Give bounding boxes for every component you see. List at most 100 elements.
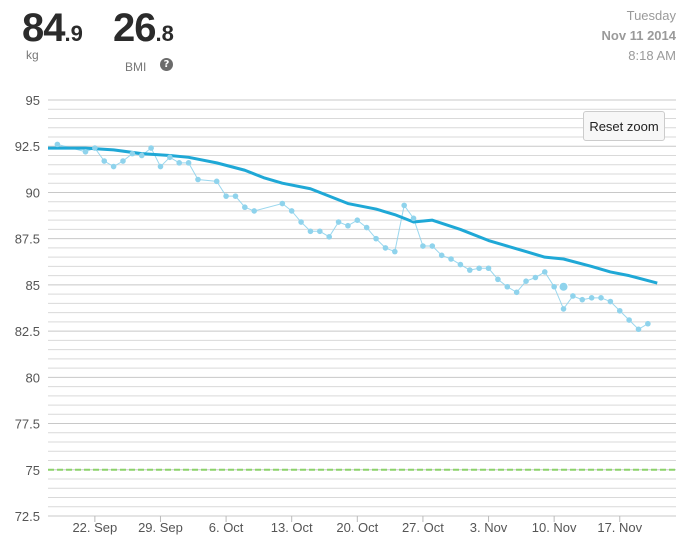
x-tick-label: 22. Sep	[72, 520, 117, 535]
measurement-point[interactable]	[579, 296, 586, 303]
measurement-point[interactable]	[279, 200, 286, 207]
weight-unit: kg	[26, 48, 39, 62]
measurement-point[interactable]	[607, 298, 614, 305]
measurement-point[interactable]	[588, 295, 595, 301]
measurement-point[interactable]	[335, 219, 342, 225]
y-tick-label: 95	[26, 93, 40, 108]
measurement-point[interactable]	[551, 283, 557, 290]
measurement-point[interactable]	[167, 154, 173, 161]
measurement-point[interactable]	[251, 208, 258, 214]
selected-time: 8:18 AM	[628, 48, 676, 63]
measurement-point[interactable]	[457, 261, 464, 268]
y-tick-label: 87.5	[15, 232, 40, 247]
measurement-point[interactable]	[560, 306, 567, 312]
measurement-point[interactable]	[570, 293, 576, 299]
x-tick-label: 3. Nov	[470, 520, 508, 535]
x-axis: 22. Sep 29. Sep 6. Oct 13. Oct 20. Oct 27. Oc…	[72, 516, 643, 535]
weight-decimal: .9	[64, 21, 83, 46]
selected-date-block: Tuesday Nov 11 2014 8:18 AM	[602, 6, 676, 66]
measurement-point[interactable]	[485, 265, 492, 272]
measurement-point[interactable]	[298, 219, 304, 225]
measurement-point[interactable]	[326, 234, 332, 240]
selected-measurement-point[interactable]	[558, 281, 569, 292]
measurement-point[interactable]	[410, 215, 417, 222]
measurement-point[interactable]	[195, 176, 201, 183]
x-tick-label: 17. Nov	[597, 520, 642, 535]
y-tick-label: 77.5	[15, 417, 40, 432]
measurement-point[interactable]	[523, 278, 529, 284]
measurement-point[interactable]	[635, 326, 642, 333]
measurement-point[interactable]	[223, 193, 229, 199]
weight-integer: 84	[22, 6, 65, 50]
measurement-point[interactable]	[176, 160, 183, 166]
measurement-point[interactable]	[448, 256, 454, 262]
bmi-decimal: .8	[155, 21, 174, 46]
bmi-label: BMI	[125, 60, 147, 74]
x-tick-label: 29. Sep	[138, 520, 183, 535]
bmi-integer: 26	[113, 6, 156, 50]
measurement-point[interactable]	[382, 245, 389, 251]
measurement-point[interactable]	[232, 193, 239, 199]
measurement-line-layer	[57, 143, 649, 330]
selected-day: Tuesday	[626, 8, 676, 23]
measurement-point[interactable]	[185, 160, 192, 166]
trend-layer	[48, 146, 658, 285]
measurement-point[interactable]	[504, 283, 511, 290]
y-tick-label: 92.5	[15, 139, 40, 154]
measurement-point[interactable]	[82, 148, 89, 155]
measurement-point[interactable]	[148, 145, 154, 151]
measurement-point[interactable]	[157, 163, 164, 170]
measurement-point[interactable]	[345, 222, 351, 229]
help-icon[interactable]: ?	[160, 58, 173, 71]
measurement-point[interactable]	[101, 158, 108, 164]
y-tick-label: 72.5	[15, 509, 40, 524]
measurement-point[interactable]	[420, 243, 426, 249]
measurement-point[interactable]	[466, 267, 473, 273]
measurement-point[interactable]	[307, 228, 314, 235]
measurement-point[interactable]	[541, 269, 548, 275]
measurement-point[interactable]	[354, 217, 361, 223]
measurement-point[interactable]	[363, 224, 370, 231]
measurement-line	[57, 143, 649, 330]
measurement-point[interactable]	[532, 274, 539, 281]
measurement-point[interactable]	[401, 202, 407, 209]
x-tick-label: 6. Oct	[209, 520, 244, 535]
y-tick-label: 75	[26, 463, 40, 478]
measurement-point[interactable]	[616, 307, 623, 314]
y-tick-label: 90	[26, 185, 40, 200]
measurement-point[interactable]	[598, 295, 604, 301]
measurement-point[interactable]	[438, 252, 445, 259]
current-bmi: 26.8	[113, 6, 174, 51]
reset-zoom-button[interactable]: Reset zoom	[583, 111, 665, 141]
selected-date: Nov 11 2014	[601, 28, 676, 43]
measurement-point[interactable]	[110, 163, 117, 170]
x-tick-label: 10. Nov	[532, 520, 577, 535]
y-tick-label: 82.5	[15, 324, 40, 339]
measurement-point[interactable]	[317, 228, 323, 235]
y-tick-label: 85	[26, 278, 40, 293]
measurement-point[interactable]	[129, 150, 136, 157]
measurement-point[interactable]	[626, 317, 632, 323]
measurement-point[interactable]	[645, 320, 651, 327]
measurement-point[interactable]	[54, 141, 61, 148]
measurement-point[interactable]	[429, 243, 436, 249]
measurement-points[interactable]	[54, 141, 651, 333]
measurement-point[interactable]	[213, 178, 220, 185]
x-tick-label: 20. Oct	[336, 520, 378, 535]
measurement-point[interactable]	[373, 235, 379, 242]
measurement-point[interactable]	[288, 208, 295, 214]
measurement-point[interactable]	[513, 289, 520, 296]
measurement-point[interactable]	[92, 145, 98, 151]
y-tick-label: 80	[26, 370, 40, 385]
x-tick-label: 27. Oct	[402, 520, 444, 535]
x-tick-label: 13. Oct	[271, 520, 313, 535]
measurement-point[interactable]	[476, 265, 482, 272]
measurement-point[interactable]	[495, 276, 501, 283]
measurement-point[interactable]	[242, 204, 248, 211]
measurement-point[interactable]	[392, 248, 398, 255]
grid-layer	[48, 99, 676, 517]
trend-line	[48, 146, 658, 285]
measurement-point[interactable]	[120, 158, 126, 164]
measurement-point[interactable]	[138, 152, 145, 159]
